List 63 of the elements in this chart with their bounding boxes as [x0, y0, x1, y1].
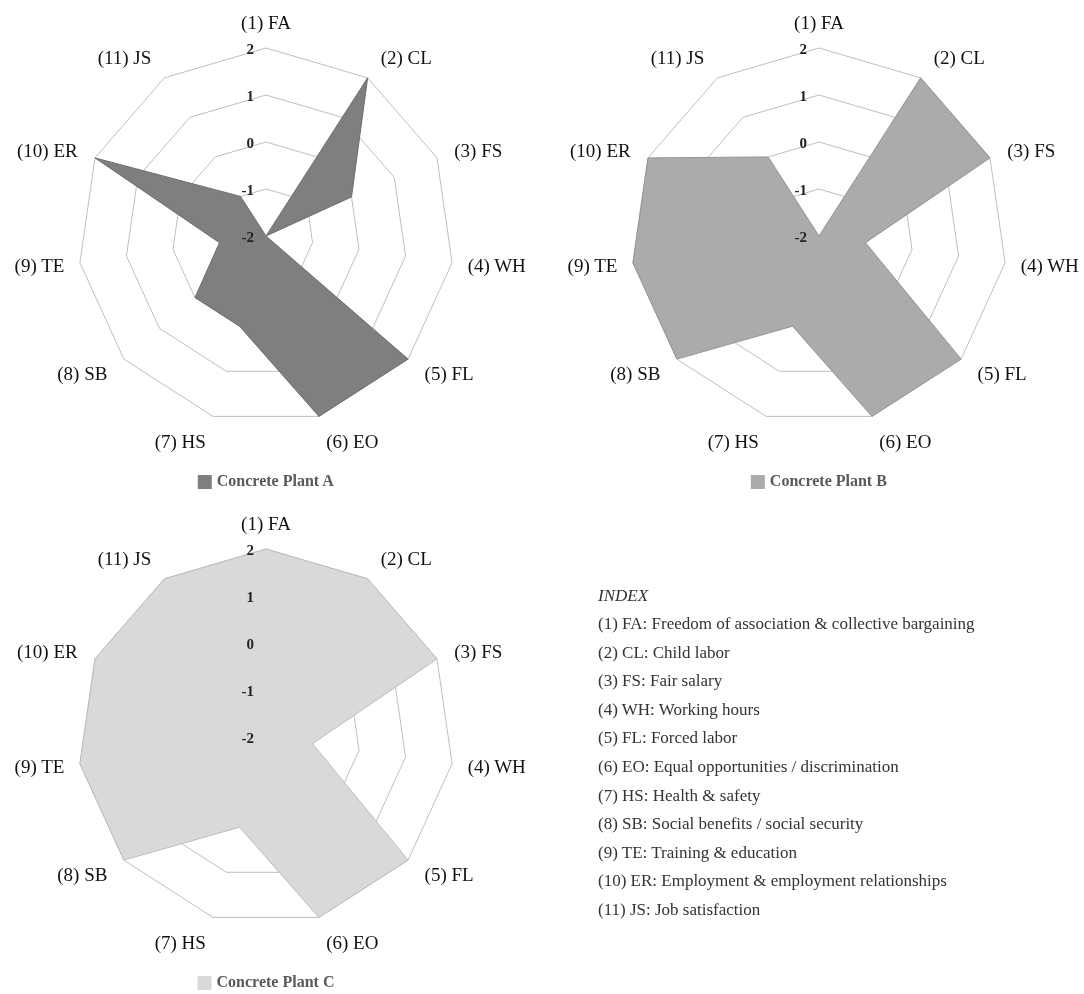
spoke-label: (2) CL [380, 548, 432, 571]
spoke-label: (4) WH [1020, 254, 1080, 277]
legend-label: Concrete Plant B [769, 472, 888, 489]
spoke-label: (8) SB [57, 363, 108, 386]
text: (7) HS: Health & safety [598, 785, 761, 805]
spoke-label: (4) WH [467, 254, 527, 277]
spoke-label: (8) SB [610, 363, 661, 386]
spoke-label: (7) HS [154, 430, 206, 453]
spoke-label: (7) HS [707, 430, 759, 453]
text: (5) FL: Forced labor [598, 728, 738, 748]
y-tick-label: -2 [241, 229, 254, 245]
spoke-label: (9) TE [14, 254, 65, 277]
y-tick-label: 2 [799, 41, 807, 57]
spoke-label: (2) CL [933, 47, 985, 70]
text: (10) ER: Employment & employment relationships [598, 871, 947, 891]
spoke-label: (11) JS [97, 47, 152, 70]
text: (2) CL: Child labor [598, 642, 731, 662]
y-tick-label: 1 [246, 88, 254, 104]
spoke-label: (10) ER [17, 640, 79, 663]
spoke-label: (1) FA [794, 11, 845, 34]
text: (4) WH: Working hours [598, 699, 760, 719]
spoke-label: (5) FL [977, 363, 1027, 386]
y-tick-label: -1 [794, 182, 807, 198]
y-tick-label: 0 [246, 135, 254, 151]
y-tick-label: -2 [794, 229, 807, 245]
y-tick-label: 2 [246, 542, 254, 558]
spoke-label: (8) SB [57, 864, 108, 887]
legend-label: Concrete Plant C [216, 973, 335, 990]
text: INDEX [597, 586, 649, 605]
spoke-label: (11) JS [650, 47, 705, 70]
spoke-label: (3) FS [454, 139, 503, 162]
text: (6) EO: Equal opportunities / discrimination [598, 757, 900, 776]
text: (11) JS: Job satisfaction [598, 900, 761, 919]
spoke-label: (9) TE [14, 755, 65, 778]
spoke-label: (6) EO [326, 430, 379, 453]
spoke-label: (10) ER [17, 139, 79, 162]
spoke-label: (4) WH [467, 755, 527, 778]
spoke-label: (5) FL [424, 864, 474, 887]
spoke-label: (6) EO [879, 430, 932, 453]
spoke-label: (7) HS [154, 931, 206, 954]
spoke-label: (2) CL [380, 47, 432, 70]
y-tick-label: 1 [799, 88, 807, 104]
spoke-label: (5) FL [424, 363, 474, 386]
y-tick-label: -1 [241, 182, 254, 198]
y-tick-label: 2 [246, 41, 254, 57]
text: (1) FA: Freedom of association & collective bargaining [598, 614, 976, 633]
y-tick-label: -2 [241, 730, 254, 746]
text: (8) SB: Social benefits / social security [598, 814, 864, 834]
text: (3) FS: Fair salary [598, 671, 723, 691]
spoke-label: (10) ER [570, 139, 632, 162]
spoke-label: (1) FA [241, 11, 292, 34]
y-tick-label: 0 [799, 135, 807, 151]
y-tick-label: 0 [246, 636, 254, 652]
spoke-label: (6) EO [326, 931, 379, 954]
legend-label: Concrete Plant A [216, 472, 335, 489]
y-tick-label: -1 [241, 683, 254, 699]
text: (9) TE: Training & education [598, 842, 798, 862]
spoke-label: (9) TE [567, 254, 618, 277]
y-tick-label: 1 [246, 589, 254, 605]
spoke-label: (3) FS [1007, 139, 1056, 162]
spoke-label: (3) FS [454, 640, 503, 663]
spoke-label: (11) JS [97, 548, 152, 571]
spoke-label: (1) FA [241, 512, 292, 535]
